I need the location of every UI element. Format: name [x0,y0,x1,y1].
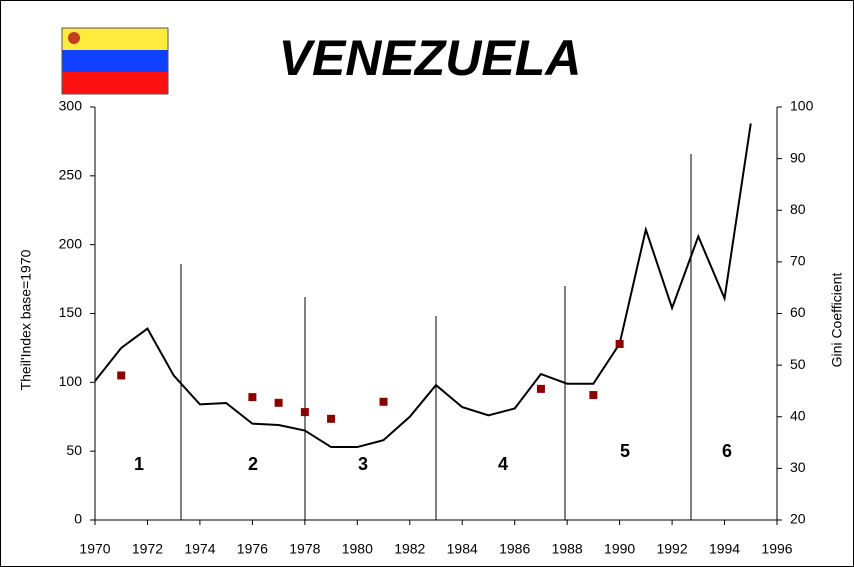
x-tick-label: 1986 [499,541,530,557]
y2-tick-label: 100 [790,98,814,114]
x-tick-label: 1976 [237,541,268,557]
x-tick-label: 1990 [604,541,635,557]
scatter-point [327,414,336,423]
y2-tick-label: 20 [790,511,806,527]
y-tick-label: 250 [59,167,83,183]
x-tick-label: 1994 [709,541,740,557]
period-label: 4 [498,454,508,474]
y-tick-label: 150 [59,304,83,320]
x-tick-label: 1984 [447,541,478,557]
y-axis-label: Theil'Index base=1970 [18,249,34,390]
chart-title: VENEZUELA [279,30,582,86]
x-tick-label: 1972 [132,541,163,557]
y-tick-label: 300 [59,98,83,114]
line-series [94,123,752,449]
scatter-point [536,384,545,393]
period-label: 3 [358,454,368,474]
x-tick-label: 1974 [184,541,215,557]
scatter-point [589,391,598,400]
x-tick-label: 1992 [656,541,687,557]
scatter-point [300,408,309,417]
x-tick-label: 1988 [552,541,583,557]
scatter-point [248,393,257,402]
period-label: 1 [134,454,144,474]
flag [61,27,169,95]
y-tick-label: 100 [59,373,83,389]
y2-tick-label: 30 [790,459,806,475]
y2-tick-label: 50 [790,356,806,372]
period-label: 2 [248,454,258,474]
y2-tick-label: 90 [790,149,806,165]
y2-tick-label: 70 [790,253,806,269]
y2-tick-label: 80 [790,201,806,217]
x-tick-label: 1996 [761,541,792,557]
scatter-point [379,397,388,406]
y-tick-label: 0 [74,511,82,527]
scatter-point [117,371,126,380]
y2-tick-label: 60 [790,304,806,320]
period-label: 5 [620,441,630,461]
y-tick-label: 50 [66,442,82,458]
scatter-point [615,339,624,348]
x-tick-label: 1970 [79,541,110,557]
x-tick-label: 1978 [289,541,320,557]
x-tick-label: 1980 [342,541,373,557]
y-tick-label: 200 [59,235,83,251]
scatter-point [274,398,283,407]
period-label: 6 [722,441,732,461]
x-tick-label: 1982 [394,541,425,557]
y2-axis-label: Gini Coefficient [829,273,845,368]
y2-tick-label: 40 [790,407,806,423]
